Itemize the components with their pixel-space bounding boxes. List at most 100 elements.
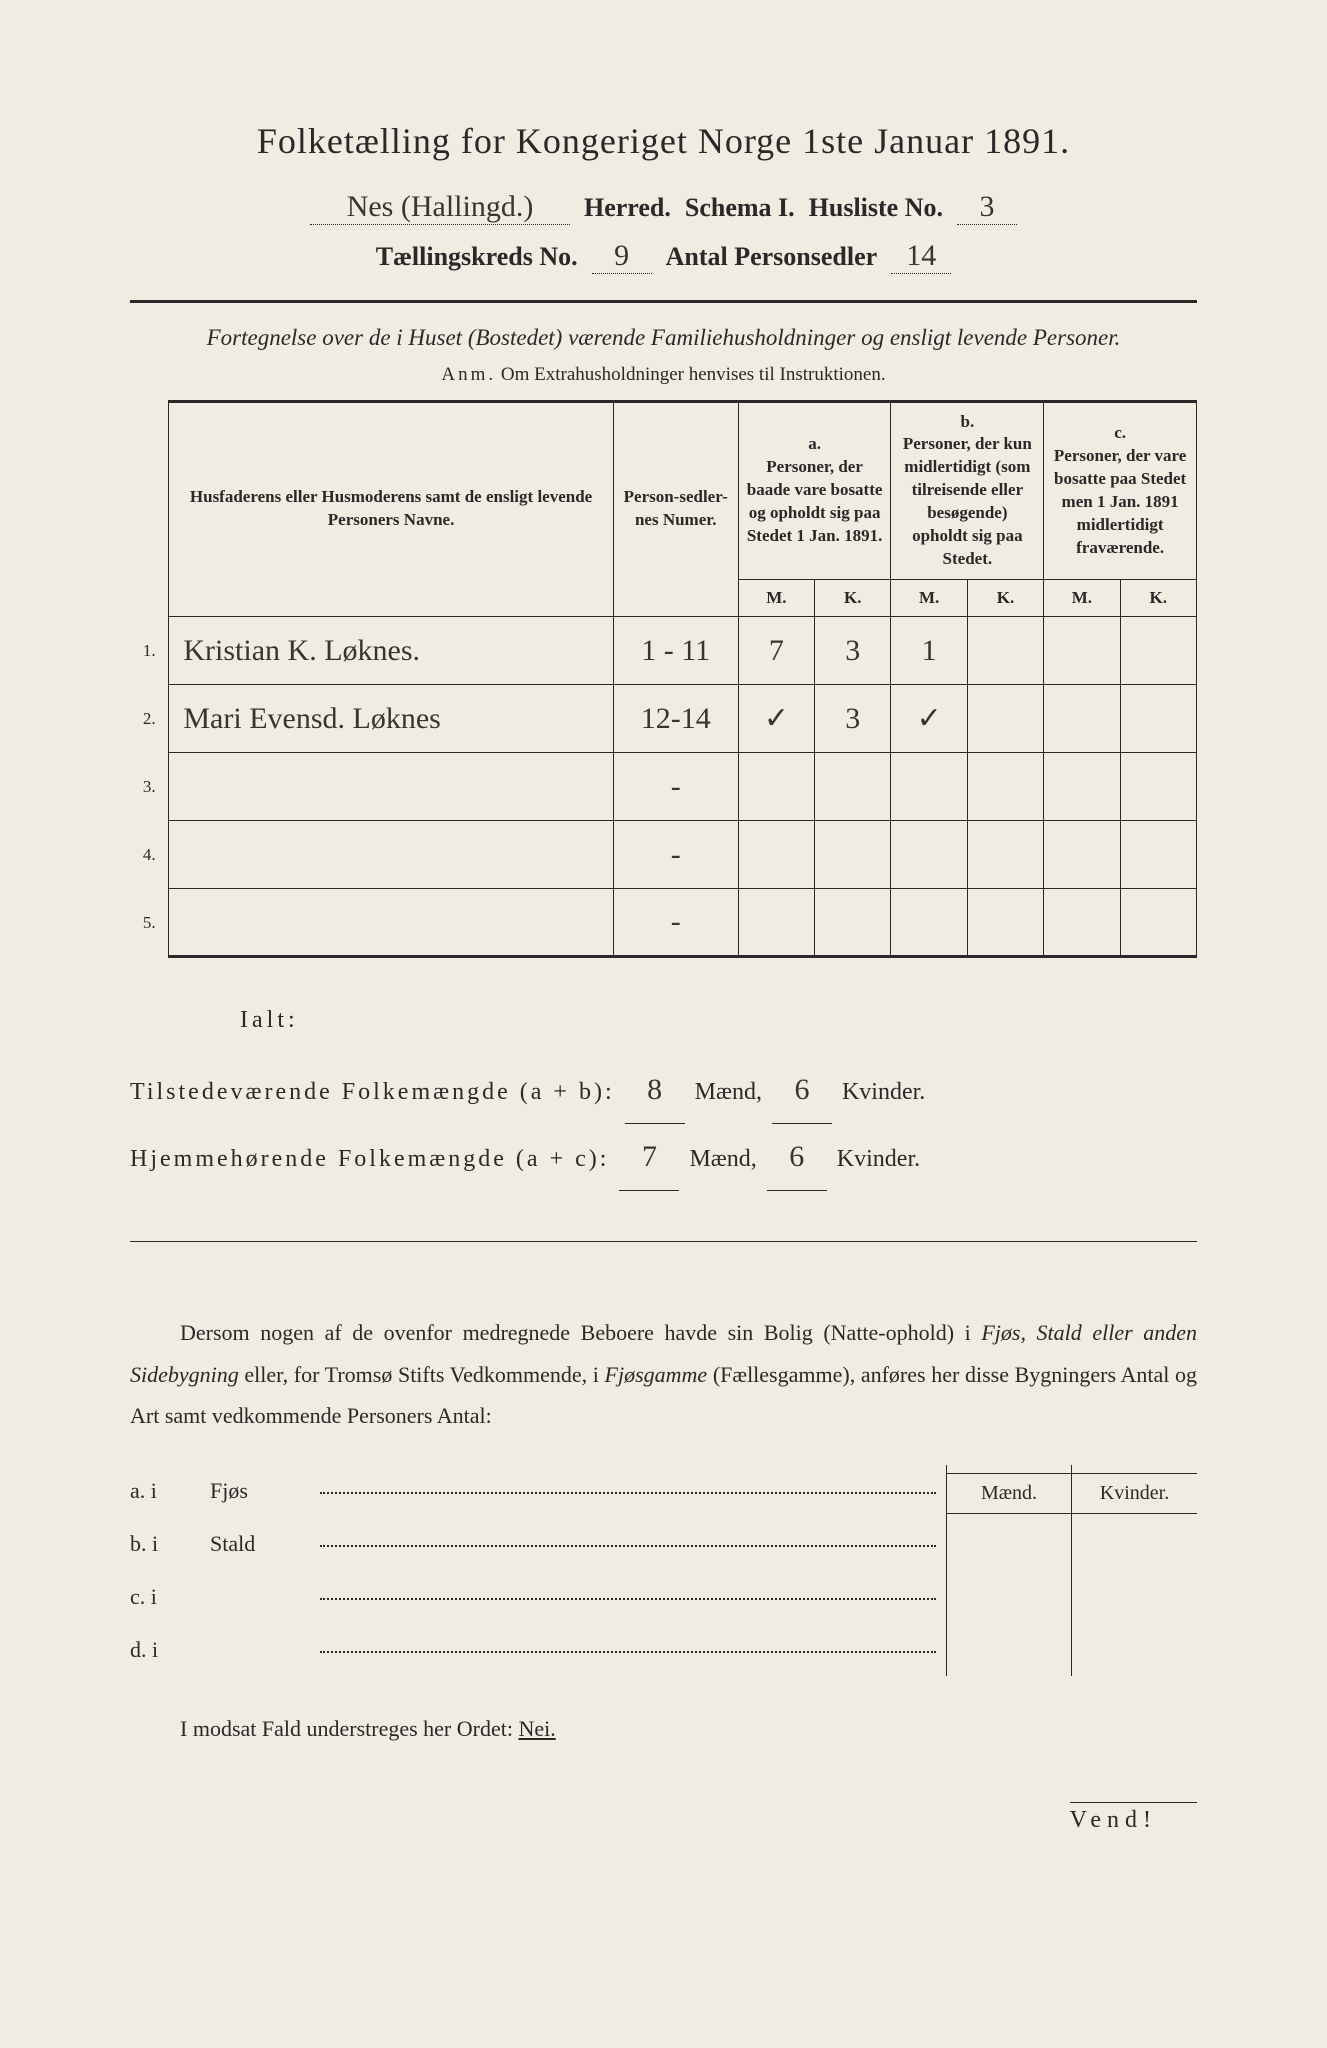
maend-label: Mænd, [695,1066,762,1119]
table-row: 4. - [130,821,1197,889]
aM-cell [738,753,814,821]
kvinder-label: Kvinder. [842,1066,925,1119]
side-row-type: Fjøs [210,1465,300,1518]
row-num: 4. [130,821,169,889]
numer-cell: - [613,821,738,889]
aK-cell: 3 [815,685,891,753]
name-cell: Kristian K. Løknes. [169,617,613,685]
schema-label: Schema I. [685,193,795,223]
bM-cell [891,821,967,889]
col-a-m: M. [738,580,814,617]
dotted-line [320,1545,936,1547]
cK-cell [1120,685,1196,753]
cK-cell [1120,753,1196,821]
present-m: 8 [625,1057,685,1124]
side-building-row: d. i [130,1624,936,1677]
bK-cell [967,889,1043,957]
table-row: 3. - [130,753,1197,821]
side-row-label: c. i [130,1571,190,1624]
total-resident-row: Hjemmehørende Folkemængde (a + c): 7 Mæn… [130,1124,1197,1191]
table-row: 1.Kristian K. Løknes.1 - 11731 [130,617,1197,685]
cK-cell [1120,889,1196,957]
numer-cell: 1 - 11 [613,617,738,685]
side-row-type: Stald [210,1518,300,1571]
row-num: 5. [130,889,169,957]
bM-cell [891,889,967,957]
col-c-m: M. [1044,580,1120,617]
antal-label: Antal Personsedler [666,242,878,272]
bK-cell [967,685,1043,753]
row-num: 1. [130,617,169,685]
anm-line: Anm. Om Extrahusholdninger henvises til … [130,364,1197,386]
kreds-value: 9 [592,239,652,274]
numer-cell: - [613,753,738,821]
side-building-table: a. iFjøsb. iStaldc. id. i Mænd. Kvinder. [130,1465,1197,1676]
maend-label: Mænd, [689,1133,756,1186]
aM-cell: ✓ [738,685,814,753]
name-cell [169,753,613,821]
header-row-1: Nes (Hallingd.) Herred. Schema I. Huslis… [130,190,1197,225]
resident-label: Hjemmehørende Folkemængde (a + c): [130,1133,609,1186]
husliste-value: 3 [957,190,1017,225]
cM-cell [1044,617,1120,685]
col-name-header: Husfaderens eller Husmoderens samt de en… [169,401,613,617]
total-present-row: Tilstedeværende Folkemængde (a + b): 8 M… [130,1057,1197,1124]
name-cell: Mari Evensd. Løknes [169,685,613,753]
imodsat-line: I modsat Fald understreges her Ordet: Ne… [130,1716,1197,1742]
numer-cell: 12-14 [613,685,738,753]
vend-label: Vend! [1070,1802,1197,1834]
name-cell [169,821,613,889]
col-b-m: M. [891,580,967,617]
aM-cell: 7 [738,617,814,685]
page-title: Folketælling for Kongeriget Norge 1ste J… [130,120,1197,162]
aM-cell [738,889,814,957]
resident-k: 6 [767,1124,827,1191]
bK-cell [967,617,1043,685]
kvinder-label: Kvinder. [837,1133,920,1186]
side-row-label: a. i [130,1465,190,1518]
divider [130,1241,1197,1242]
row-num: 3. [130,753,169,821]
cK-cell [1120,617,1196,685]
herred-value: Nes (Hallingd.) [310,190,570,225]
subtitle: Fortegnelse over de i Huset (Bostedet) v… [130,321,1197,356]
table-row: 5. - [130,889,1197,957]
husliste-label: Husliste No. [809,193,943,223]
totals-section: Ialt: Tilstedeværende Folkemængde (a + b… [130,994,1197,1191]
col-a-k: K. [815,580,891,617]
present-k: 6 [772,1057,832,1124]
cM-cell [1044,753,1120,821]
bM-cell: 1 [891,617,967,685]
census-form-page: Folketælling for Kongeriget Norge 1ste J… [40,40,1287,1782]
side-building-row: a. i Fjøs [130,1465,936,1518]
aK-cell: 3 [815,617,891,685]
herred-label: Herred. [584,193,671,223]
col-c-header: c. Personer, der vare bosatte paa Stedet… [1044,401,1197,580]
aK-cell [815,889,891,957]
side-kvinder-col: Kvinder. [1072,1465,1197,1676]
cM-cell [1044,685,1120,753]
col-b-k: K. [967,580,1043,617]
cK-cell [1120,821,1196,889]
side-building-row: b. iStald [130,1518,936,1571]
anm-label: Anm. [441,364,496,385]
side-building-row: c. i [130,1571,936,1624]
row-num: 2. [130,685,169,753]
side-row-label: d. i [130,1624,190,1677]
bM-cell: ✓ [891,685,967,753]
cM-cell [1044,889,1120,957]
col-numer-header: Person-sedler-nes Numer. [613,401,738,617]
kreds-label: Tællingskreds No. [376,242,578,272]
dotted-line [320,1651,936,1653]
bK-cell [967,821,1043,889]
aM-cell [738,821,814,889]
col-b-header: b. Personer, der kun midlertidigt (som t… [891,401,1044,580]
resident-m: 7 [619,1124,679,1191]
bM-cell [891,753,967,821]
present-label: Tilstedeværende Folkemængde (a + b): [130,1066,615,1119]
dotted-line [320,1598,936,1600]
ialt-label: Ialt: [240,994,1197,1047]
col-c-k: K. [1120,580,1196,617]
dotted-line [320,1492,936,1494]
numer-cell: - [613,889,738,957]
